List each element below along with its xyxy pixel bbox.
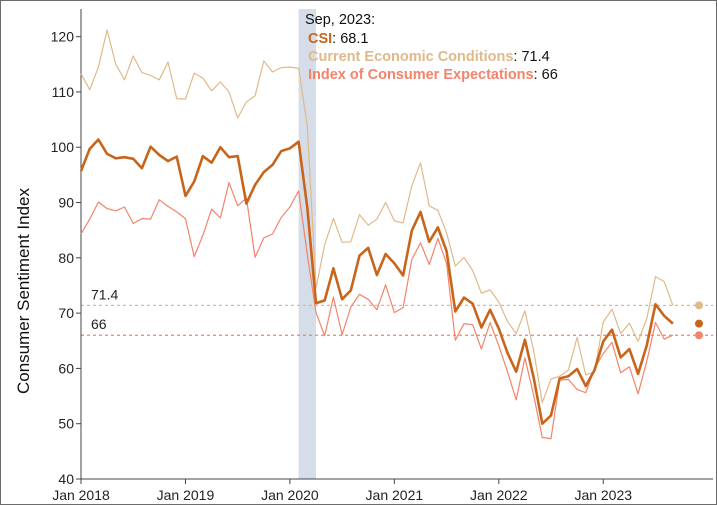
annotation-cec-value: 71.4 — [521, 49, 549, 65]
endpoint-cec — [695, 301, 703, 310]
annotation-csi-name: CSI — [308, 31, 332, 47]
x-tick-label: Jan 2019 — [157, 487, 215, 503]
endpoint-ice — [695, 331, 703, 340]
annotation-cec-name: Current Economic Conditions — [308, 49, 513, 65]
annotation-cec-sep: : — [513, 49, 521, 65]
endpoint-csi — [695, 319, 703, 328]
annotation-csi: CSI: 68.1 — [308, 31, 368, 47]
y-tick-label: 70 — [58, 305, 74, 321]
y-tick-label: 50 — [58, 416, 74, 432]
series-line-ice — [80, 182, 674, 440]
annotation-ice-sep: : — [534, 67, 542, 83]
shaded-period — [298, 9, 317, 479]
annotation-ice-value: 66 — [542, 67, 558, 83]
y-tick-label: 110 — [52, 84, 75, 100]
reference-label-ice: 66 — [91, 316, 107, 332]
series-line-csi — [79, 138, 674, 426]
y-tick-label: 90 — [58, 195, 74, 211]
y-tick-label: 60 — [58, 360, 74, 376]
x-tick-label: Jan 2022 — [470, 487, 528, 503]
annotation-ice-name: Index of Consumer Expectations — [308, 67, 534, 83]
y-tick-label: 100 — [51, 139, 75, 155]
y-tick-label: 40 — [58, 471, 74, 487]
reference-label-cec: 71.4 — [91, 286, 118, 302]
x-tick-label: Jan 2020 — [261, 487, 319, 503]
annotation-cec: Current Economic Conditions: 71.4 — [308, 49, 550, 65]
y-tick-label: 80 — [58, 250, 74, 266]
annotation-ice: Index of Consumer Expectations: 66 — [308, 67, 558, 83]
annotation-date: Sep, 2023: — [305, 12, 375, 28]
x-tick-label: Jan 2021 — [366, 487, 424, 503]
series-line-cec — [80, 29, 674, 404]
x-tick-label: Jan 2023 — [574, 487, 632, 503]
annotation-csi-sep: : — [332, 31, 340, 47]
y-tick-label: 120 — [51, 29, 75, 45]
annotation-csi-value: 68.1 — [340, 31, 368, 47]
y-axis-label: Consumer Sentiment Index — [14, 188, 33, 394]
x-tick-label: Jan 2018 — [52, 487, 110, 503]
